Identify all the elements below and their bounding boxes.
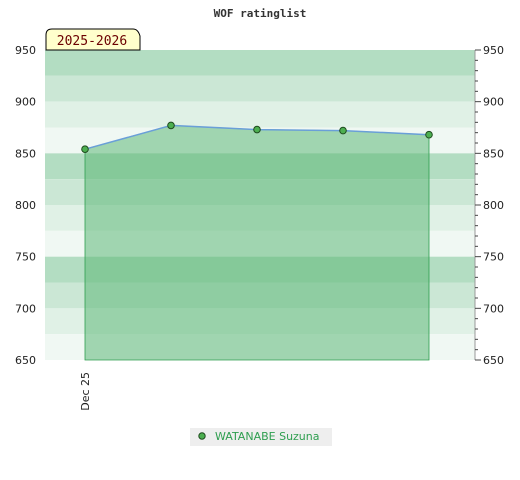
- data-point: [339, 126, 347, 135]
- y-tick-label: 850: [15, 147, 36, 160]
- y-tick-label: 900: [15, 96, 36, 109]
- series-layer: [81, 121, 433, 361]
- chart-title: WOF ratinglist: [214, 7, 307, 20]
- background-band: [45, 75, 475, 102]
- y-tick-label: 800: [15, 199, 36, 212]
- data-point: [425, 130, 433, 139]
- y-tick-label: 850: [483, 147, 504, 160]
- y-tick-label: 650: [483, 354, 504, 367]
- data-point: [167, 121, 175, 130]
- legend-label: WATANABE Suzuna: [215, 430, 320, 443]
- data-point: [81, 145, 89, 153]
- season-label-text: 2025-2026: [57, 34, 127, 49]
- y-tick-label: 950: [483, 44, 504, 57]
- legend-background: [190, 428, 332, 446]
- x-tick-label: Dec 25: [79, 372, 92, 411]
- y-tick-label: 900: [483, 96, 504, 109]
- background-band: [45, 50, 475, 76]
- legend[interactable]: WATANABE Suzuna: [190, 428, 332, 446]
- y-tick-label: 800: [483, 199, 504, 212]
- season-label-box: [45, 28, 141, 51]
- y-tick-label: 750: [483, 251, 504, 264]
- legend-marker: [198, 432, 206, 440]
- season-label: 2025-2026: [45, 28, 141, 51]
- y-tick-label: 700: [15, 302, 36, 315]
- y-axis-right: 650 700 750 800 850 900 950: [474, 44, 504, 367]
- y-tick-label: 750: [15, 251, 36, 264]
- y-tick-label: 700: [483, 302, 504, 315]
- y-tick-label: 950: [15, 44, 36, 57]
- x-axis: Dec 25: [79, 372, 92, 411]
- y-axis-left: 650 700 750 800 850 900 950: [15, 44, 36, 367]
- background-band: [45, 101, 475, 128]
- y-tick-label: 650: [15, 354, 36, 367]
- series-area: [84, 125, 430, 361]
- data-point: [253, 125, 261, 134]
